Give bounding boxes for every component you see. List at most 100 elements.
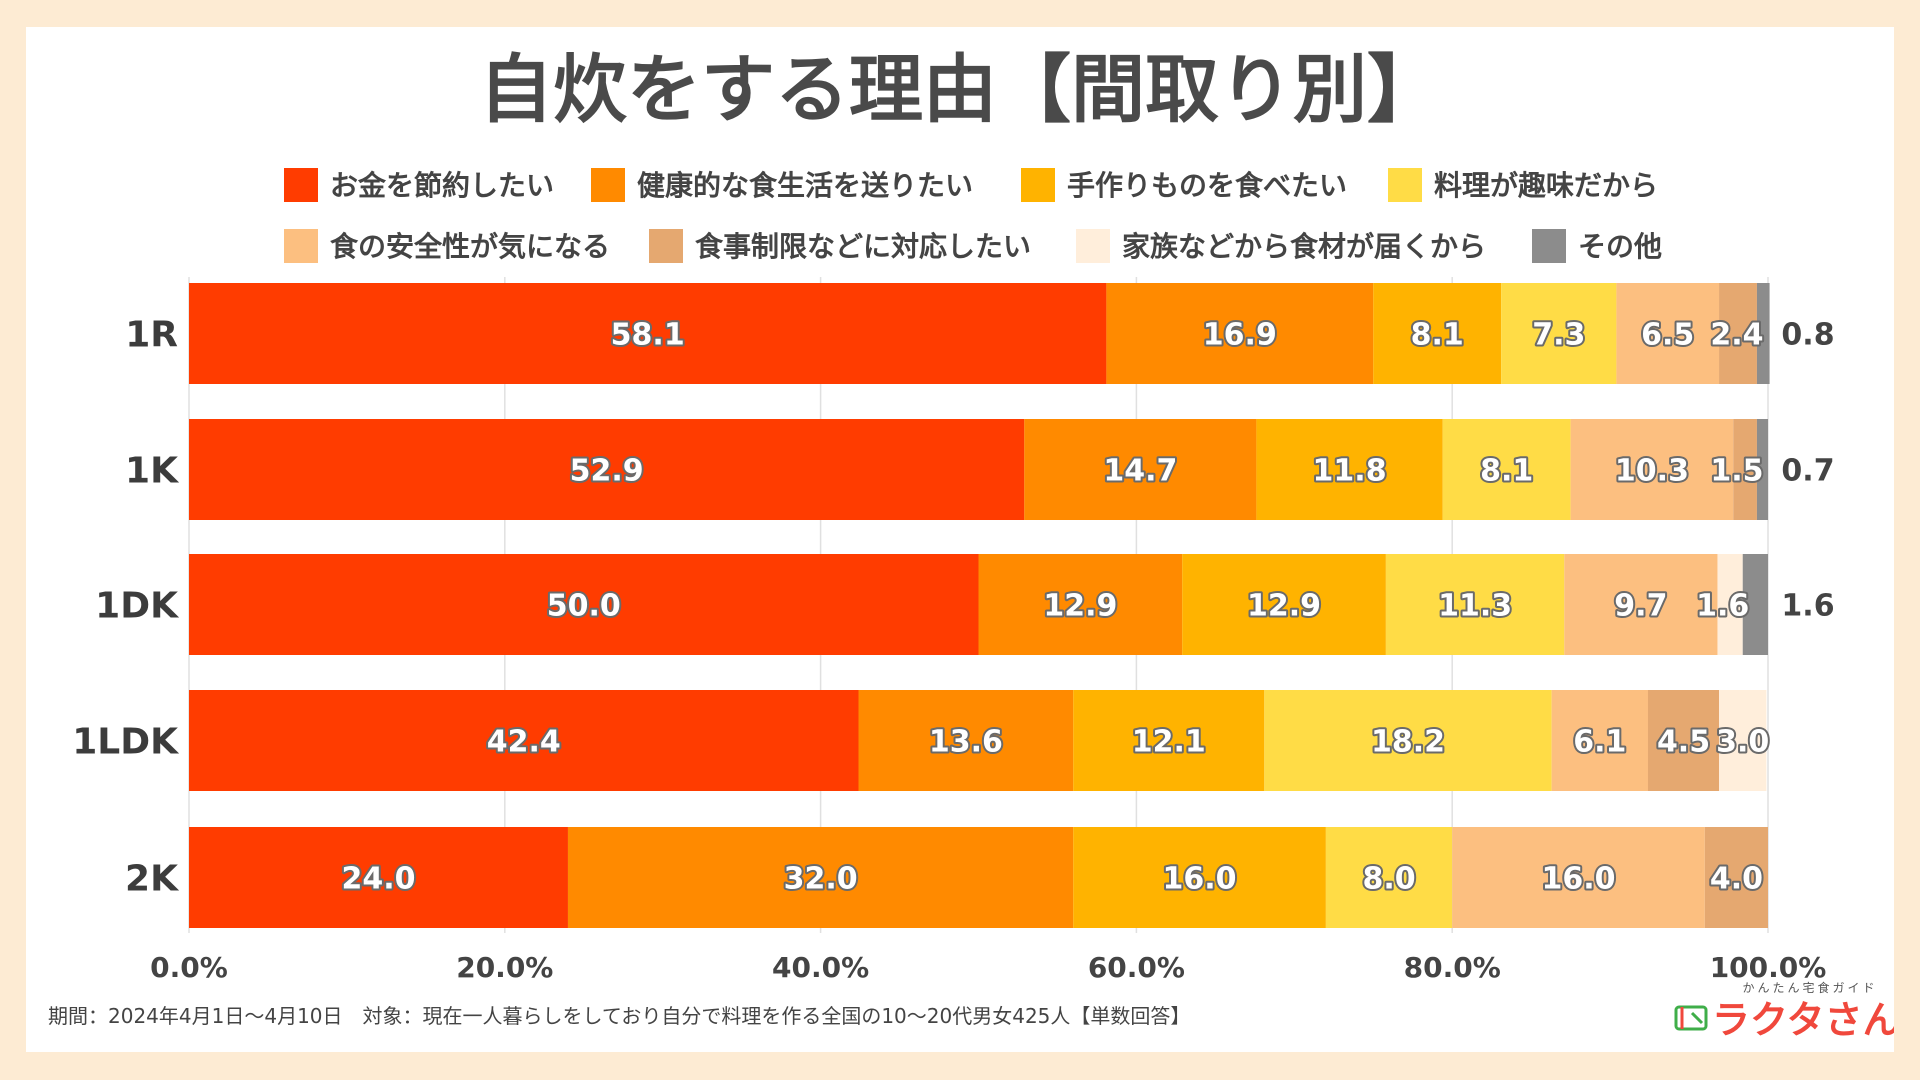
data-label-1ldk-series-2: 13.6 xyxy=(929,725,1003,760)
legend-swatch-1 xyxy=(284,168,318,202)
chart: 自炊をする理由【間取り別】 お金を節約したい 健康的な食生活を送りたい 手作りものを… xyxy=(48,47,1894,1042)
data-label-2k-series-1: 24.0 xyxy=(341,862,415,897)
logo-name: ラクタさん xyxy=(1712,998,1894,1042)
data-label-1r-series-6: 2.4 xyxy=(1710,318,1763,353)
bar-1k-series-3 xyxy=(1256,419,1443,520)
legend-swatch-7 xyxy=(1076,229,1110,263)
category-label-1k: 1K xyxy=(125,451,179,492)
bar-1ldk-series-6 xyxy=(1647,690,1720,791)
legend-label-1: お金を節約したい xyxy=(330,169,554,202)
bar-1k-series-5 xyxy=(1570,419,1734,520)
data-label-1k-series-2: 14.7 xyxy=(1103,454,1177,489)
data-label-1dk-series-5: 9.7 xyxy=(1614,589,1667,624)
legend-label-4: 料理が趣味だから xyxy=(1434,169,1658,202)
bar-1r-series-6 xyxy=(1719,283,1757,384)
legend: お金を節約したい 健康的な食生活を送りたい 手作りものを食べたい 料理が趣味だから食の… xyxy=(284,168,1662,263)
bar-1dk-series-4 xyxy=(1385,554,1565,655)
bars xyxy=(189,283,1770,928)
logo-tray-icon xyxy=(1674,1005,1708,1031)
legend-label-2: 健康的な食生活を送りたい xyxy=(637,169,973,202)
bar-1r-series-4 xyxy=(1501,283,1617,384)
x-tick-label-2: 20.0% xyxy=(456,951,553,984)
bar-1dk-series-3 xyxy=(1182,554,1386,655)
x-tick-label-1: 0.0% xyxy=(150,951,228,984)
data-label-2k-series-5: 16.0 xyxy=(1542,862,1616,897)
data-label-1r-series-2: 16.9 xyxy=(1203,318,1277,353)
legend-swatch-2 xyxy=(591,168,625,202)
data-label-1dk-series-7: 1.6 xyxy=(1696,589,1749,624)
bar-1ldk-series-4 xyxy=(1264,690,1552,791)
bar-1ldk-series-1 xyxy=(189,690,859,791)
bar-1ldk-series-5 xyxy=(1551,690,1648,791)
bar-1r-series-3 xyxy=(1373,283,1502,384)
legend-swatch-5 xyxy=(284,229,318,263)
bar-1k-series-1 xyxy=(189,419,1025,520)
chart-card: 自炊をする理由【間取り別】 お金を節約したい 健康的な食生活を送りたい 手作りものを… xyxy=(26,27,1894,1052)
data-label-2k-series-3: 16.0 xyxy=(1163,862,1237,897)
bar-1dk-series-2 xyxy=(978,554,1183,655)
bar-2k-series-5 xyxy=(1452,827,1705,928)
legend-label-5: 食の安全性が気になる xyxy=(330,230,610,263)
category-label-1r: 1R xyxy=(125,315,178,356)
data-label-1k-series-4: 8.1 xyxy=(1480,454,1533,489)
data-label-1r-series-4: 7.3 xyxy=(1532,318,1585,353)
bar-1ldk-series-7 xyxy=(1719,690,1767,791)
logo-tagline: かんたん宅食ガイド xyxy=(1742,980,1877,995)
legend-label-6: 食事制限などに対応したい xyxy=(695,230,1031,263)
bar-1r-series-2 xyxy=(1106,283,1374,384)
data-label-1ldk-series-1: 42.4 xyxy=(487,725,561,760)
data-label-1r-series-3: 8.1 xyxy=(1411,318,1464,353)
bar-2k-series-1 xyxy=(189,827,568,928)
data-label-1dk-series-8: 1.6 xyxy=(1781,589,1834,624)
bar-1k-series-8 xyxy=(1756,419,1768,520)
data-label-1r-series-1: 58.1 xyxy=(611,318,685,353)
data-label-1r-series-5: 6.5 xyxy=(1641,318,1694,353)
x-tick-label-3: 40.0% xyxy=(772,951,869,984)
category-label-1ldk: 1LDK xyxy=(72,722,179,763)
data-label-1ldk-series-7: 3.0 xyxy=(1716,725,1769,760)
legend-swatch-4 xyxy=(1388,168,1422,202)
bar-2k-series-2 xyxy=(567,827,1074,928)
data-label-2k-series-4: 8.0 xyxy=(1362,862,1415,897)
legend-swatch-3 xyxy=(1021,168,1055,202)
bar-2k-series-3 xyxy=(1073,827,1326,928)
category-label-1dk: 1DK xyxy=(95,586,179,627)
legend-swatch-6 xyxy=(649,229,683,263)
data-label-2k-series-2: 32.0 xyxy=(784,862,858,897)
data-label-1ldk-series-6: 4.5 xyxy=(1657,725,1710,760)
bar-1k-series-6 xyxy=(1733,419,1757,520)
logo: かんたん宅食ガイド ラクタさん xyxy=(1674,980,1894,1042)
bar-1dk-series-1 xyxy=(189,554,979,655)
legend-label-3: 手作りものを食べたい xyxy=(1067,169,1347,202)
data-label-2k-series-6: 4.0 xyxy=(1710,862,1763,897)
data-label-1ldk-series-5: 6.1 xyxy=(1573,725,1626,760)
data-label-1k-series-3: 11.8 xyxy=(1313,454,1387,489)
data-label-1r-series-8: 0.8 xyxy=(1781,318,1834,353)
legend-label-8: その他 xyxy=(1578,230,1662,263)
bar-1k-series-4 xyxy=(1442,419,1571,520)
data-label-1dk-series-4: 11.3 xyxy=(1438,589,1512,624)
data-label-1ldk-series-3: 12.1 xyxy=(1132,725,1206,760)
data-label-1dk-series-2: 12.9 xyxy=(1043,589,1117,624)
x-tick-label-5: 80.0% xyxy=(1404,951,1501,984)
bar-1dk-series-8 xyxy=(1742,554,1768,655)
data-label-1k-series-5: 10.3 xyxy=(1615,454,1689,489)
bar-1ldk-series-3 xyxy=(1073,690,1265,791)
data-label-1k-series-1: 52.9 xyxy=(570,454,644,489)
data-label-1ldk-series-4: 18.2 xyxy=(1371,725,1445,760)
bar-1r-series-1 xyxy=(189,283,1107,384)
data-label-1dk-series-1: 50.0 xyxy=(547,589,621,624)
data-label-1dk-series-3: 12.9 xyxy=(1247,589,1321,624)
bar-2k-series-6 xyxy=(1704,827,1768,928)
legend-label-7: 家族などから食材が届くから xyxy=(1122,230,1486,263)
x-tick-label-6: 100.0% xyxy=(1710,951,1827,984)
bar-1r-series-8 xyxy=(1756,283,1770,384)
bar-2k-series-4 xyxy=(1325,827,1453,928)
bar-1k-series-2 xyxy=(1024,419,1257,520)
data-labels: 58.1 16.9 8.1 7.3 6.5 2.4 0.8 52.9 14.7 11.8 8.1 10… xyxy=(339,316,1834,899)
x-axis-ticks: 0.0% 20.0% 40.0% 60.0% 80.0% 100.0% xyxy=(150,951,1826,984)
bar-1dk-series-5 xyxy=(1564,554,1718,655)
bar-1ldk-series-2 xyxy=(858,690,1074,791)
data-label-1k-series-6: 1.5 xyxy=(1710,454,1763,489)
category-label-2k: 2K xyxy=(125,859,179,900)
